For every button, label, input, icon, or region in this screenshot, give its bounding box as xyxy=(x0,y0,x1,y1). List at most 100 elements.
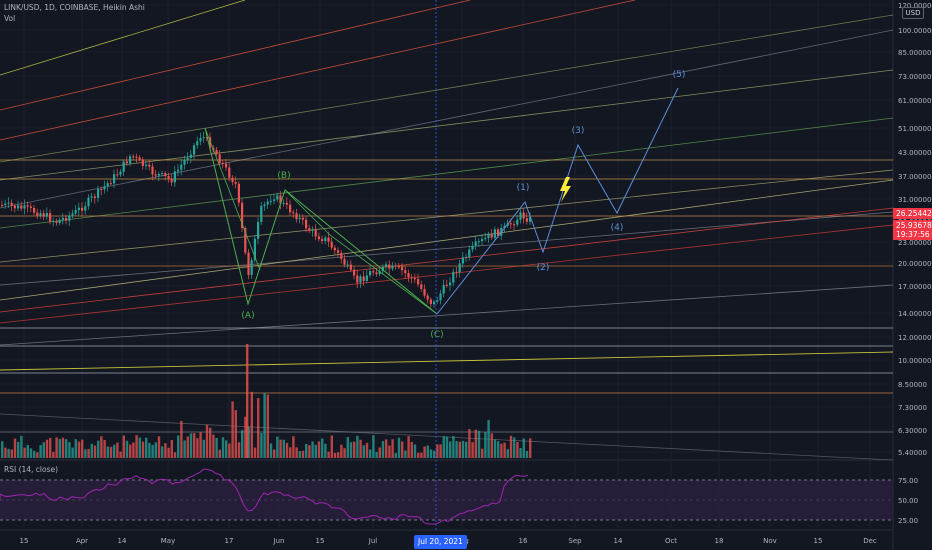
currency-button[interactable]: USD xyxy=(902,7,924,19)
candle xyxy=(221,163,224,165)
volume-bar xyxy=(378,447,381,458)
candle xyxy=(161,173,164,175)
candle xyxy=(324,237,327,241)
volume-bar xyxy=(13,438,17,458)
candle xyxy=(337,250,340,253)
candle xyxy=(234,182,237,184)
trendline xyxy=(0,69,894,181)
candle xyxy=(279,195,282,204)
candle xyxy=(346,264,349,266)
candle xyxy=(87,197,90,207)
price-tick-label: 20.00000 xyxy=(898,260,931,268)
candle xyxy=(474,241,477,246)
candle xyxy=(397,266,400,268)
candle xyxy=(436,300,439,302)
candle xyxy=(330,241,333,248)
volume-bar xyxy=(247,426,250,458)
candle xyxy=(260,205,263,223)
volume-bar xyxy=(273,449,276,458)
candle xyxy=(385,264,388,267)
volume-bar xyxy=(71,447,74,458)
time-tick-label: Nov xyxy=(763,537,777,545)
volume-bar xyxy=(522,438,525,458)
volume-bar xyxy=(337,452,340,458)
candle xyxy=(10,202,13,206)
candle xyxy=(231,177,234,183)
volume-bar xyxy=(164,443,167,458)
volume-bar xyxy=(26,444,29,458)
volume-bar xyxy=(410,441,413,458)
candle xyxy=(145,164,148,167)
volume-bar xyxy=(397,437,401,458)
volume-label[interactable]: Vol xyxy=(4,14,16,23)
candle xyxy=(257,222,260,239)
volume-bar xyxy=(218,449,221,458)
time-tick-label: 16 xyxy=(519,537,528,545)
candle xyxy=(417,279,420,285)
volume-bar xyxy=(125,440,129,458)
candle xyxy=(343,258,346,265)
candle xyxy=(321,239,324,241)
candle xyxy=(186,157,189,160)
wave-label: (5) xyxy=(673,70,686,80)
volume-bar xyxy=(289,447,292,458)
candle xyxy=(52,221,55,223)
candle xyxy=(263,204,266,206)
candle xyxy=(103,186,106,190)
elliott-waves: (A) (B) (C) (1) (2) (3) (4) (5) xyxy=(204,70,686,340)
candle xyxy=(84,206,87,211)
volume-bar xyxy=(77,441,81,458)
candle xyxy=(129,156,132,164)
rsi-pane xyxy=(0,468,893,525)
candle xyxy=(42,213,45,217)
volume-bar xyxy=(138,437,141,458)
volume-bar xyxy=(276,436,279,458)
volume-bar xyxy=(458,441,461,458)
horizontal-levels xyxy=(0,159,894,433)
volume-bar xyxy=(215,437,218,458)
candle xyxy=(471,245,474,250)
wave-label: (4) xyxy=(611,223,624,233)
candle xyxy=(378,271,381,275)
volume-bar xyxy=(45,439,49,458)
symbol-title[interactable]: LINK/USD, 1D, COINBASE, Heikin Ashi xyxy=(4,3,145,12)
candle xyxy=(170,178,173,183)
time-tick-label: 14 xyxy=(614,537,623,545)
volume-bar xyxy=(202,439,205,458)
candle xyxy=(119,171,122,175)
volume-bar xyxy=(65,439,68,458)
rsi-label[interactable]: RSI (14, close) xyxy=(4,465,59,474)
abc-wave-line xyxy=(284,189,438,315)
time-tick-label: Apr xyxy=(76,537,88,545)
candle xyxy=(420,284,423,290)
abc-wave-line xyxy=(204,127,261,271)
volume-bar xyxy=(246,344,249,458)
volume-bar xyxy=(141,441,145,458)
candle xyxy=(196,141,199,146)
candle xyxy=(26,205,29,207)
volume-bar xyxy=(314,444,317,458)
volume-bar xyxy=(257,398,260,458)
candle xyxy=(349,264,352,270)
volume-bar xyxy=(455,441,458,458)
volume-bar xyxy=(340,444,343,458)
volume-bars xyxy=(1,344,532,458)
volume-bar xyxy=(151,444,154,458)
price-tick-label: 12.00000 xyxy=(898,334,931,342)
volume-bar xyxy=(401,441,404,458)
price-tick-label: 51.00000 xyxy=(898,125,931,133)
volume-bar xyxy=(529,438,532,458)
candle xyxy=(113,174,116,184)
candle xyxy=(461,257,464,264)
volume-bar xyxy=(385,439,388,458)
candle xyxy=(77,207,80,211)
volume-bar xyxy=(52,451,55,458)
volume-bar xyxy=(263,393,266,458)
candle xyxy=(135,156,138,158)
candle xyxy=(97,189,100,198)
volume-bar xyxy=(308,445,311,458)
volume-bar xyxy=(225,440,228,458)
candle xyxy=(497,229,500,236)
countdown-tag: 19:37:56 xyxy=(893,229,932,240)
